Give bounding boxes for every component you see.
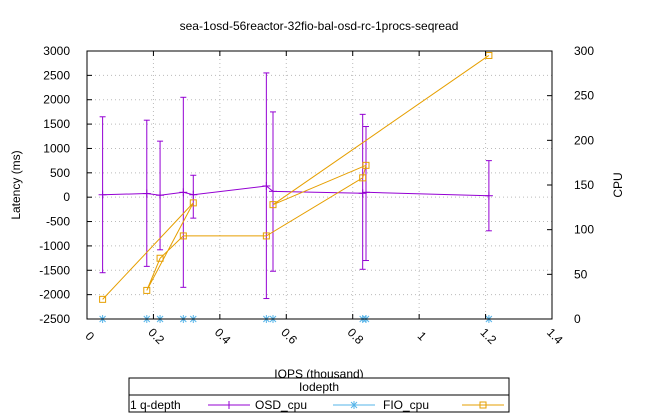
data-point-1-q-depth <box>269 187 277 196</box>
data-point-fio-cpu <box>189 199 197 207</box>
data-point-fio-cpu <box>262 232 270 240</box>
y-tick-label: 2000 <box>43 93 70 107</box>
x-tick-label: 0.4 <box>212 325 234 347</box>
y-tick-label: 500 <box>50 166 70 180</box>
y-tick-label: 2500 <box>43 68 70 82</box>
legend-entries: 1 q-depth OSD_cpu FIO_cpu <box>130 398 504 412</box>
data-point-1-q-depth <box>142 189 151 198</box>
data-point-fio-cpu <box>156 254 164 262</box>
y2-tick-label: 100 <box>574 223 594 237</box>
y-tick-label: -2500 <box>39 312 70 326</box>
y-tick-label: -1500 <box>39 263 70 277</box>
y-tick-label: 0 <box>63 190 70 204</box>
data-point-fio-cpu <box>269 201 277 209</box>
data-point-1-q-depth <box>98 190 107 199</box>
data-point-1-q-depth <box>262 181 271 190</box>
data-point-fio-cpu <box>179 232 187 240</box>
y2-axis-ticks: 300 250 200 150 100 50 0 <box>547 44 594 326</box>
x-tick-label: 0.8 <box>345 325 367 347</box>
data-point-1-q-depth <box>189 190 198 199</box>
y-tick-label: -500 <box>46 215 70 229</box>
y2-tick-label: 300 <box>574 44 594 58</box>
data-point-1-q-depth <box>362 188 370 197</box>
legend-marker-fio-cpu <box>479 401 487 409</box>
grid-layer <box>87 51 552 319</box>
x-tick-label: 0.2 <box>145 325 167 347</box>
y-tick-label: -1000 <box>39 239 70 253</box>
legend-label-fio-cpu: FIO_cpu <box>383 398 429 412</box>
data-point-1-q-depth <box>179 188 188 197</box>
y-tick-label: -2000 <box>39 288 70 302</box>
y-axis-label: Latency (ms) <box>9 150 23 219</box>
data-point-1-q-depth <box>358 189 367 198</box>
y-tick-label: 1500 <box>43 117 70 131</box>
x-tick-label: 1.2 <box>478 325 500 347</box>
chart-title: sea-1osd-56reactor-32fio-bal-osd-rc-1pro… <box>180 19 459 33</box>
x-tick-label: 0.6 <box>278 325 300 347</box>
x-tick-label: 1.4 <box>544 325 566 347</box>
y-axis-ticks: 3000 2500 2000 1500 1000 500 0 -500 -1000 -1500 -2… <box>39 44 92 326</box>
legend-marker-osd-cpu <box>350 401 358 409</box>
y2-tick-label: 200 <box>574 133 594 147</box>
data-point-1-q-depth <box>156 191 165 200</box>
marker-d2 <box>350 401 358 409</box>
data-point-1-q-depth <box>484 191 493 200</box>
y2-tick-label: 250 <box>574 89 594 103</box>
y2-tick-label: 0 <box>574 312 581 326</box>
data-point-fio-cpu <box>143 286 151 294</box>
y2-tick-label: 50 <box>574 267 588 281</box>
x-tick-label: 1 <box>415 329 430 344</box>
legend-marker-1-q-depth <box>225 401 233 409</box>
series-line-fio-cpu <box>102 55 490 300</box>
y2-tick-label: 150 <box>574 178 594 192</box>
legend-label-osd-cpu: OSD_cpu <box>255 398 307 412</box>
x-axis-ticks: 0 0.2 0.4 0.6 0.8 1 1.2 1.4 <box>83 51 566 347</box>
y2-axis-label: CPU <box>611 172 625 197</box>
data-point-fio-cpu <box>99 295 107 303</box>
y-tick-label: 3000 <box>43 44 70 58</box>
legend-label-1-q-depth: 1 q-depth <box>130 398 181 412</box>
data-point-fio-cpu <box>359 174 367 182</box>
legend-title: Iodepth <box>299 380 339 394</box>
y-tick-label: 1000 <box>43 141 70 155</box>
errorbar-layer <box>99 72 492 300</box>
legend: Iodepth 1 q-depth OSD_cpu FIO_cpu <box>128 377 510 413</box>
x-tick-label: 0 <box>83 329 98 344</box>
data-point-fio-cpu <box>362 161 370 169</box>
series-layer <box>98 51 493 323</box>
